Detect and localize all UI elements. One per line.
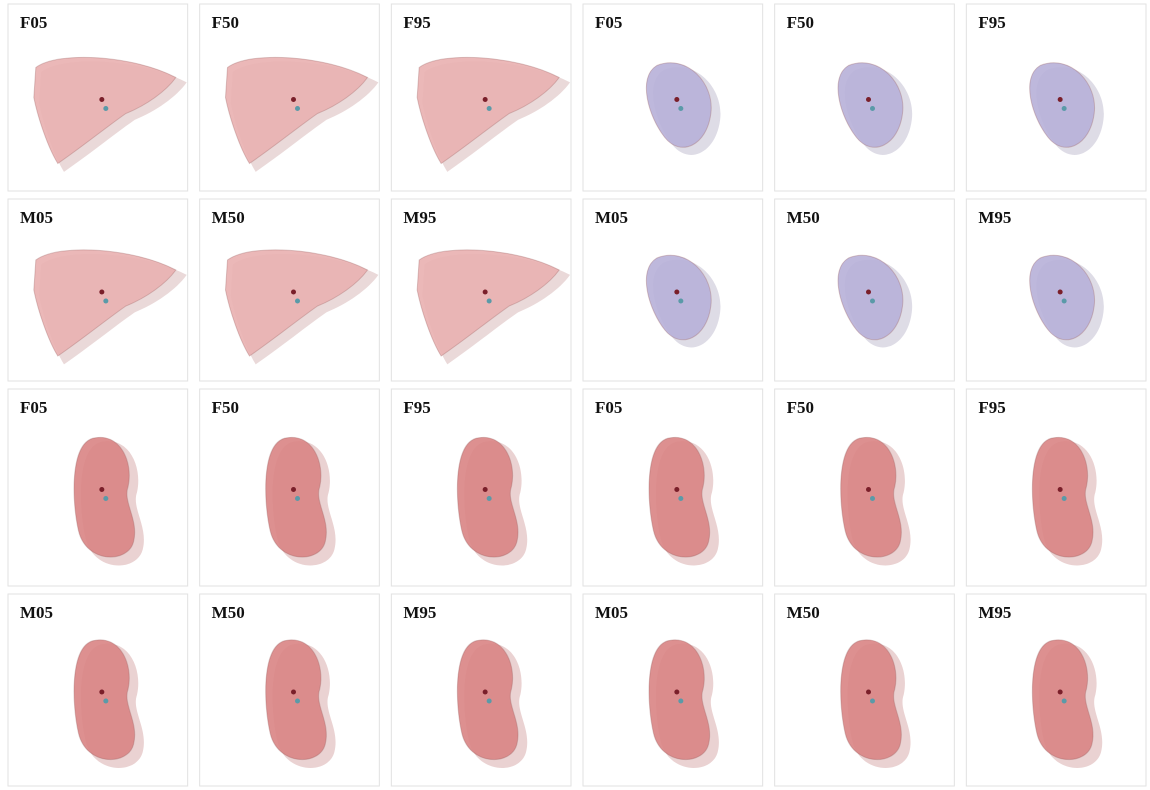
panel: M05 [583,594,763,786]
centroid [870,699,875,704]
panel: F95 [966,389,1146,586]
panel: M95 [966,199,1146,381]
centroid [295,496,300,501]
panel-label: F50 [787,13,814,32]
centroid [483,487,488,492]
centroid [1058,290,1063,295]
panel: M50 [200,594,380,786]
centroid [103,699,108,704]
panel: M95 [391,199,571,381]
panel: F05 [583,4,763,191]
panel: F95 [966,4,1146,191]
panel-label: M05 [20,208,53,227]
panel-label: F50 [212,398,239,417]
centroid [866,487,871,492]
centroid [674,290,679,295]
panel: M05 [583,199,763,381]
panel-label: F95 [978,13,1005,32]
panel-label: F95 [403,13,430,32]
panel-label: F05 [20,398,47,417]
centroid [295,299,300,304]
centroid [866,97,871,102]
panel-label: M95 [403,208,436,227]
centroid [291,690,296,695]
panel-label: M50 [212,208,245,227]
panel: M50 [775,199,955,381]
panel-label: F05 [20,13,47,32]
panel-label: F05 [595,13,622,32]
panel: M05 [8,199,188,381]
centroid [678,699,683,704]
centroid [674,690,679,695]
centroid [1062,699,1067,704]
centroid [870,106,875,111]
centroid [99,97,104,102]
centroid [291,97,296,102]
panel: M50 [200,199,380,381]
centroid [483,690,488,695]
centroid [674,487,679,492]
centroid [870,496,875,501]
centroid [291,487,296,492]
centroid [103,496,108,501]
panel: F50 [775,389,955,586]
panel: M95 [391,594,571,786]
centroid [678,106,683,111]
centroid [99,290,104,295]
panel: F95 [391,389,571,586]
panel: F05 [8,389,188,586]
centroid [866,690,871,695]
centroid [487,299,492,304]
panel-label: F95 [978,398,1005,417]
panel-label: F05 [595,398,622,417]
centroid [1058,690,1063,695]
page: F05 F50 F95 F05 F50 F95 M05 M50 M95 M05 M50 M95 F05 F… [0,0,1150,790]
centroid [103,299,108,304]
centroid [295,699,300,704]
panel-label: M95 [403,603,436,622]
panel-label: M50 [787,208,820,227]
panel-label: M05 [595,603,628,622]
centroid [1062,496,1067,501]
panel-label: M95 [978,603,1011,622]
centroid [99,690,104,695]
centroid [483,97,488,102]
centroid [487,106,492,111]
centroid [295,106,300,111]
centroid [1062,299,1067,304]
panel-label: F50 [787,398,814,417]
panel-label: F50 [212,13,239,32]
centroid [487,699,492,704]
centroid [678,496,683,501]
panel-label: F95 [403,398,430,417]
centroid [870,299,875,304]
centroid [1058,97,1063,102]
centroid [291,290,296,295]
panel-label: M50 [212,603,245,622]
centroid [866,290,871,295]
centroid [103,106,108,111]
panel: F05 [583,389,763,586]
panel: M05 [8,594,188,786]
centroid [674,97,679,102]
centroid [99,487,104,492]
panel-label: M50 [787,603,820,622]
panel: F05 [8,4,188,191]
panel: M95 [966,594,1146,786]
panel-label: M05 [20,603,53,622]
panel-label: M95 [978,208,1011,227]
centroid [1058,487,1063,492]
panel: F50 [775,4,955,191]
panel: F50 [200,389,380,586]
centroid [483,290,488,295]
centroid [678,299,683,304]
panel: F50 [200,4,380,191]
panel: F95 [391,4,571,191]
figure: F05 F50 F95 F05 F50 F95 M05 M50 M95 M05 M50 M95 F05 F… [0,0,1150,790]
panel: M50 [775,594,955,786]
panel-label: M05 [595,208,628,227]
centroid [487,496,492,501]
centroid [1062,106,1067,111]
